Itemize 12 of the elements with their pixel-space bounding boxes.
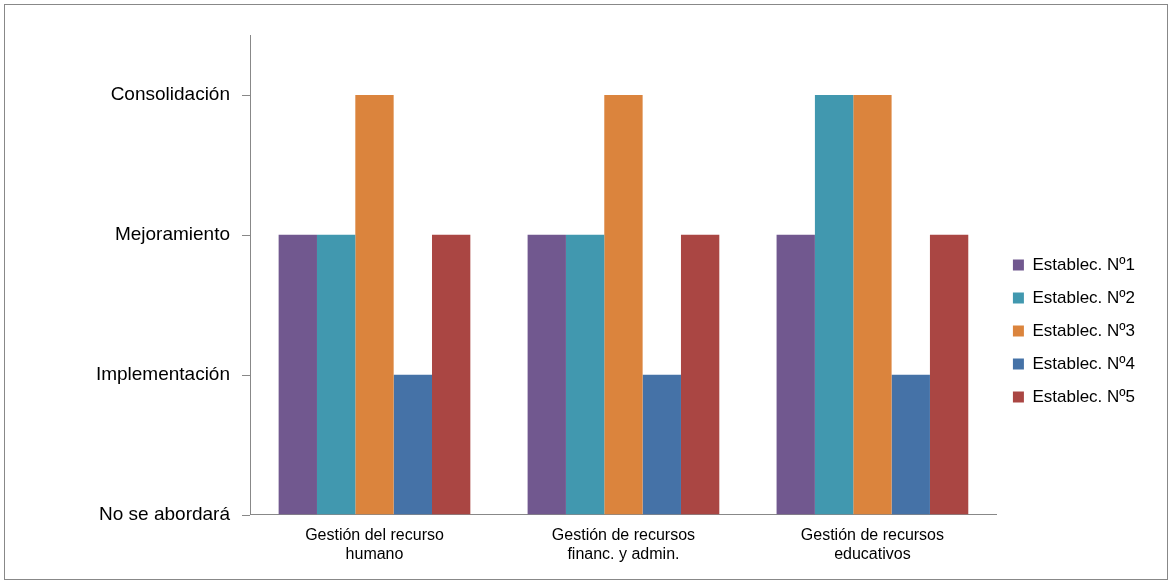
legend-label: Establec. Nº4 — [1032, 353, 1135, 373]
x-tick-label: Gestión de recursos financ. y admin. — [551, 525, 696, 562]
text: No se abordará — [99, 502, 231, 524]
text: Consolidación — [110, 83, 230, 105]
legend-label: Establec. Nº1 — [1032, 254, 1135, 274]
text: Mejoramiento — [114, 223, 230, 245]
legend-label: Establec. Nº3 — [1032, 320, 1135, 340]
legend-label: Establec. Nº5 — [1032, 386, 1135, 406]
text: Implementación — [95, 362, 230, 384]
x-tick-label: Gestión del recurso humano — [305, 525, 444, 562]
x-tick-label: Gestión de recursos educativos — [800, 525, 945, 562]
legend-label: Establec. Nº2 — [1032, 287, 1135, 307]
